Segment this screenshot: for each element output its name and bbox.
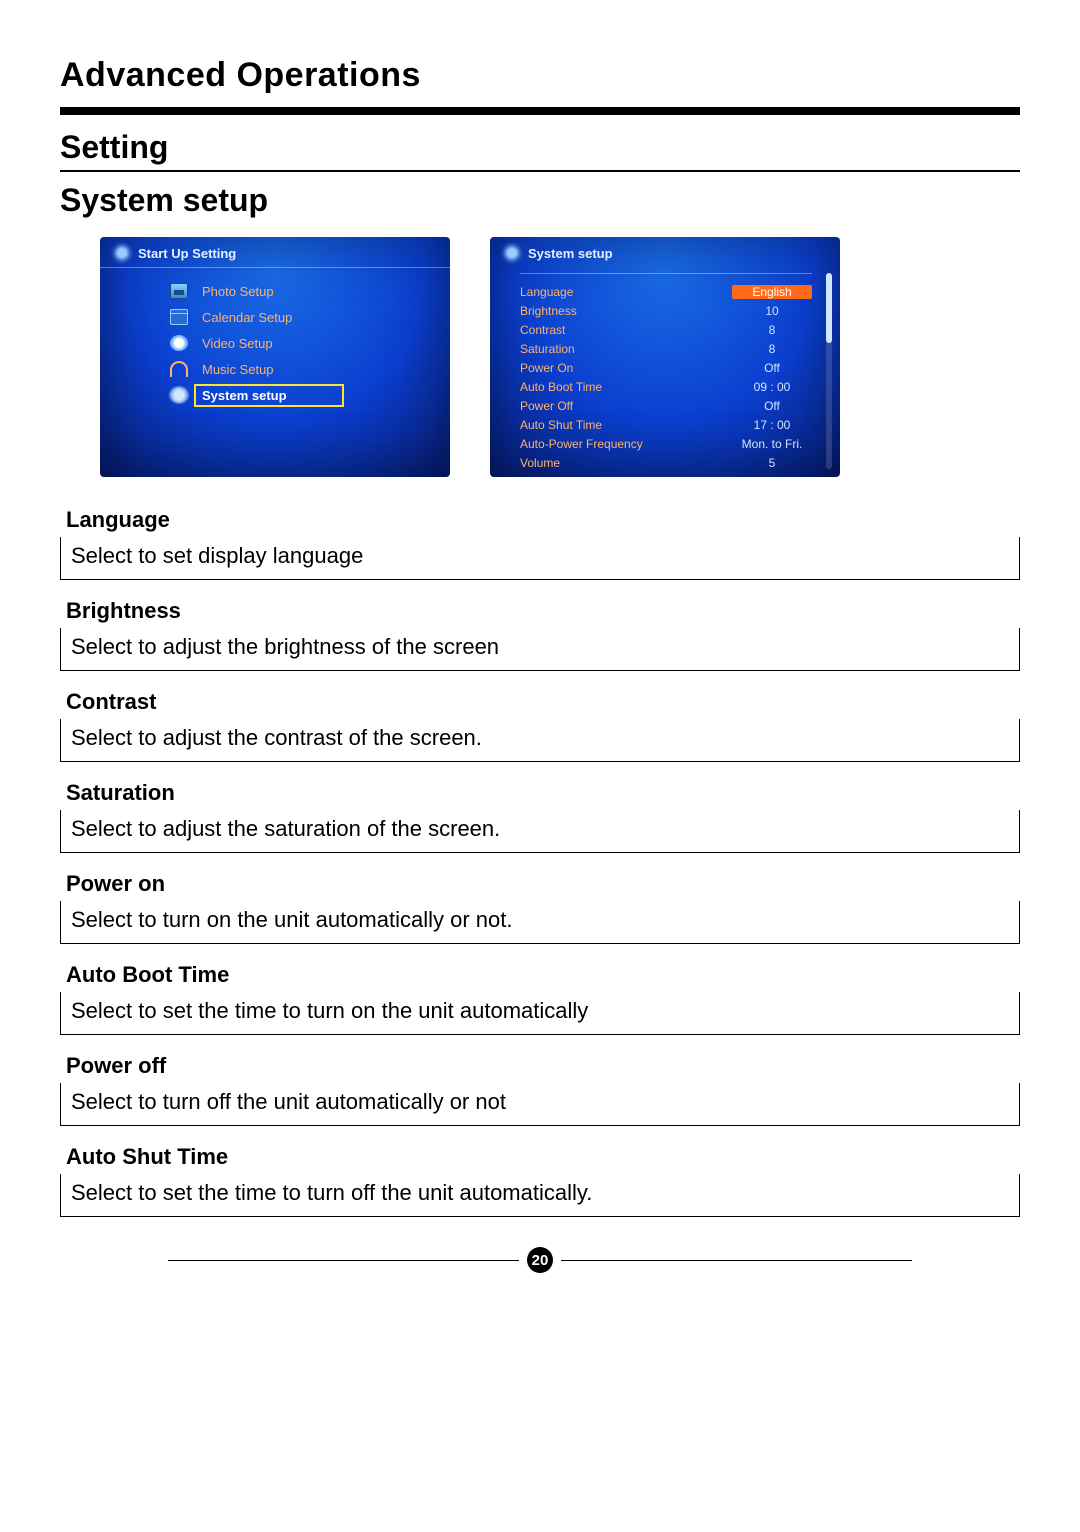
setting-row-contrast[interactable]: Contrast 8 bbox=[520, 320, 812, 339]
setting-row-saturation[interactable]: Saturation 8 bbox=[520, 339, 812, 358]
menu-label: Photo Setup bbox=[202, 284, 274, 299]
setting-label: Auto-Power Frequency bbox=[520, 437, 643, 451]
setting-label: Power On bbox=[520, 361, 573, 375]
gear-icon bbox=[114, 245, 130, 261]
setting-value: Off bbox=[732, 361, 812, 375]
entry-contrast: Contrast Select to adjust the contrast o… bbox=[60, 689, 1020, 762]
calendar-icon bbox=[170, 309, 188, 325]
menu-item-music[interactable]: Music Setup bbox=[170, 356, 450, 382]
scrollbar-thumb[interactable] bbox=[826, 273, 832, 343]
setting-value: 09 : 00 bbox=[732, 380, 812, 394]
gear-icon bbox=[504, 245, 520, 261]
entry-auto-shut: Auto Shut Time Select to set the time to… bbox=[60, 1144, 1020, 1217]
entry-desc: Select to set the time to turn off the u… bbox=[60, 1174, 1020, 1217]
page-title: Advanced Operations bbox=[60, 56, 1020, 95]
title-rule bbox=[60, 107, 1020, 115]
setting-row-power-off[interactable]: Power Off Off bbox=[520, 396, 812, 415]
entry-label: Brightness bbox=[66, 598, 1020, 624]
setting-label: Volume bbox=[520, 456, 560, 470]
scrollbar[interactable] bbox=[826, 273, 832, 469]
video-icon bbox=[170, 335, 188, 351]
footer: 20 bbox=[60, 1247, 1020, 1273]
entry-label: Power on bbox=[66, 871, 1020, 897]
footer-rule-right bbox=[561, 1260, 912, 1261]
entry-power-off: Power off Select to turn off the unit au… bbox=[60, 1053, 1020, 1126]
menu-item-system[interactable]: System setup bbox=[170, 382, 450, 408]
screenshot-row: Start Up Setting Photo Setup Calendar Se… bbox=[100, 237, 1020, 477]
menu-label: System setup bbox=[202, 388, 287, 403]
entry-label: Contrast bbox=[66, 689, 1020, 715]
gear-small-icon bbox=[170, 387, 188, 403]
setting-label: Saturation bbox=[520, 342, 575, 356]
setting-label: Contrast bbox=[520, 323, 565, 337]
entry-desc: Select to adjust the brightness of the s… bbox=[60, 628, 1020, 671]
entry-label: Auto Boot Time bbox=[66, 962, 1020, 988]
setting-label: Language bbox=[520, 285, 573, 299]
setting-value: 10 bbox=[732, 304, 812, 318]
entry-label: Saturation bbox=[66, 780, 1020, 806]
menu-label: Music Setup bbox=[202, 362, 274, 377]
menu-item-photo[interactable]: Photo Setup bbox=[170, 278, 450, 304]
setting-value: Off bbox=[732, 399, 812, 413]
footer-rule-left bbox=[168, 1260, 519, 1261]
setting-row-brightness[interactable]: Brightness 10 bbox=[520, 301, 812, 320]
setting-row-auto-shut[interactable]: Auto Shut Time 17 : 00 bbox=[520, 415, 812, 434]
setting-label: Auto Boot Time bbox=[520, 380, 602, 394]
entry-desc: Select to turn off the unit automaticall… bbox=[60, 1083, 1020, 1126]
screen-header: Start Up Setting bbox=[138, 246, 236, 261]
setting-label: Power Off bbox=[520, 399, 573, 413]
setting-value: English bbox=[732, 285, 812, 299]
settings-descriptions: Language Select to set display language … bbox=[60, 507, 1020, 1217]
entry-desc: Select to adjust the saturation of the s… bbox=[60, 810, 1020, 853]
setting-label: Auto Shut Time bbox=[520, 418, 602, 432]
setting-row-volume[interactable]: Volume 5 bbox=[520, 453, 812, 472]
entry-label: Power off bbox=[66, 1053, 1020, 1079]
entry-desc: Select to set the time to turn on the un… bbox=[60, 992, 1020, 1035]
music-icon bbox=[170, 361, 188, 377]
setting-value: Mon. to Fri. bbox=[732, 437, 812, 451]
manual-page: Advanced Operations Setting System setup… bbox=[0, 0, 1080, 1313]
page-number: 20 bbox=[527, 1247, 553, 1273]
menu-item-calendar[interactable]: Calendar Setup bbox=[170, 304, 450, 330]
screenshot-startup-setting: Start Up Setting Photo Setup Calendar Se… bbox=[100, 237, 450, 477]
setting-row-auto-boot[interactable]: Auto Boot Time 09 : 00 bbox=[520, 377, 812, 396]
entry-label: Language bbox=[66, 507, 1020, 533]
entry-auto-boot: Auto Boot Time Select to set the time to… bbox=[60, 962, 1020, 1035]
setting-row-language[interactable]: Language English bbox=[520, 282, 812, 301]
setting-value: 8 bbox=[732, 323, 812, 337]
entry-label: Auto Shut Time bbox=[66, 1144, 1020, 1170]
section-heading: Setting bbox=[60, 129, 1020, 172]
entry-desc: Select to adjust the contrast of the scr… bbox=[60, 719, 1020, 762]
setting-row-power-on[interactable]: Power On Off bbox=[520, 358, 812, 377]
screenshot-system-setup: System setup Language English Brightness… bbox=[490, 237, 840, 477]
menu-item-video[interactable]: Video Setup bbox=[170, 330, 450, 356]
entry-desc: Select to set display language bbox=[60, 537, 1020, 580]
entry-brightness: Brightness Select to adjust the brightne… bbox=[60, 598, 1020, 671]
setting-value: 17 : 00 bbox=[732, 418, 812, 432]
screen-header: System setup bbox=[528, 246, 613, 261]
startup-menu: Photo Setup Calendar Setup Video Setup M… bbox=[100, 274, 450, 408]
entry-language: Language Select to set display language bbox=[60, 507, 1020, 580]
entry-desc: Select to turn on the unit automatically… bbox=[60, 901, 1020, 944]
menu-label: Calendar Setup bbox=[202, 310, 292, 325]
menu-label: Video Setup bbox=[202, 336, 273, 351]
setting-row-auto-freq[interactable]: Auto-Power Frequency Mon. to Fri. bbox=[520, 434, 812, 453]
photo-icon bbox=[170, 283, 188, 299]
entry-saturation: Saturation Select to adjust the saturati… bbox=[60, 780, 1020, 853]
selected-highlight: System setup bbox=[194, 384, 344, 407]
setting-label: Brightness bbox=[520, 304, 577, 318]
subsection-heading: System setup bbox=[60, 182, 1020, 219]
setting-value: 5 bbox=[732, 456, 812, 470]
setting-value: 8 bbox=[732, 342, 812, 356]
entry-power-on: Power on Select to turn on the unit auto… bbox=[60, 871, 1020, 944]
